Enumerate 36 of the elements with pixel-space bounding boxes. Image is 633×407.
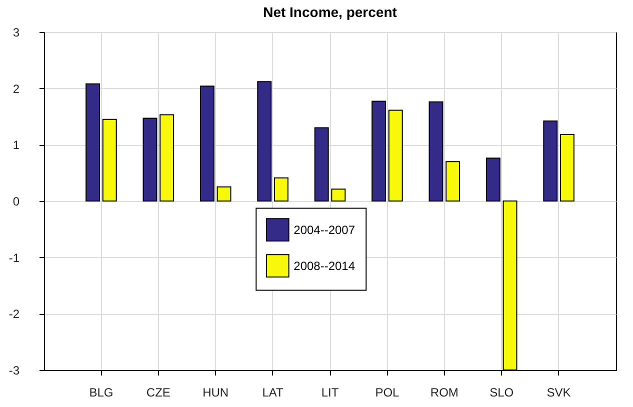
x-tick-label: SLO [490,386,514,400]
bar [372,100,386,202]
bar [142,118,158,202]
bar [446,161,460,202]
y-tick-label: -3 [8,364,20,378]
bar [314,127,329,202]
x-tick-label: CZE [146,386,170,400]
bar [216,186,232,202]
y-tick-label: 1 [12,138,20,152]
bar [257,81,272,202]
bar [560,134,574,202]
x-tick-label: SVK [546,386,571,400]
x-tick-label: HUN [202,386,229,400]
bar [274,177,288,202]
bar [331,188,346,202]
bar [543,120,558,202]
bar [200,86,214,202]
x-tick-label: BLG [89,386,114,400]
bar [388,110,403,202]
bar [486,158,500,202]
y-tick-label: 3 [12,26,20,40]
bar [160,114,174,202]
y-tick-label: 2 [12,82,20,96]
y-tick-label: 0 [12,194,20,208]
x-tick-label: LIT [321,386,340,400]
y-tick-label: -2 [8,307,20,322]
x-tick-label: ROM [430,386,458,400]
chart-title: Net Income, percent [263,4,398,20]
x-tick-label: LAT [262,386,284,400]
y-tick-label: -1 [8,250,20,265]
x-tick-label: POL [375,386,400,400]
bar [86,83,100,202]
bar [102,118,117,202]
legend-label: 2008--2014 [294,258,356,273]
legend-label: 2004--2007 [294,222,356,237]
bar [428,101,444,202]
